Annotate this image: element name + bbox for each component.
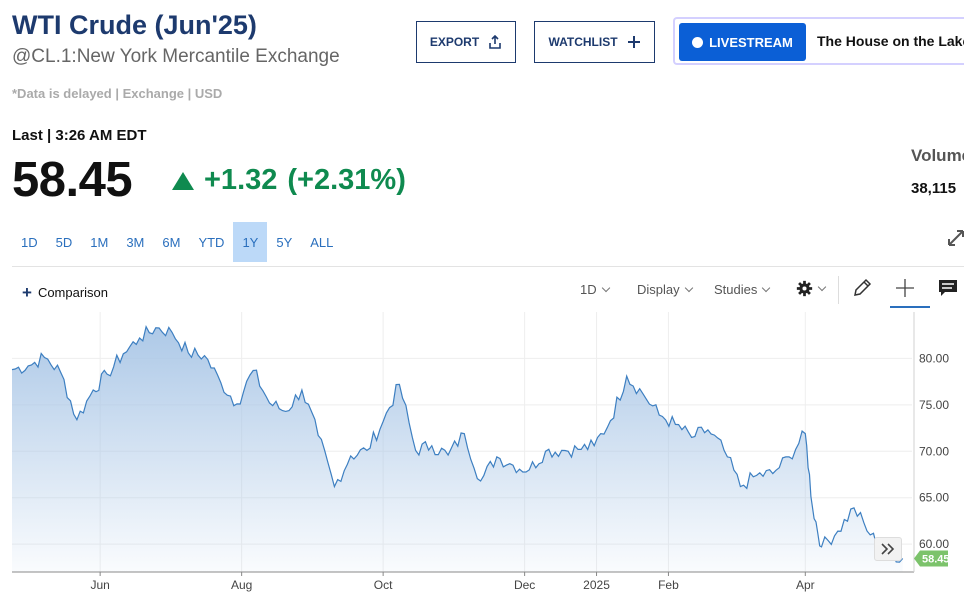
range-5d[interactable]: 5D xyxy=(55,234,73,250)
exchange-subtitle: @CL.1:New York Mercantile Exchange xyxy=(12,46,340,67)
price-change: +1.32 (+2.31%) xyxy=(172,164,406,197)
comment-icon[interactable] xyxy=(938,279,958,297)
expand-icon[interactable] xyxy=(947,229,964,247)
settings-dropdown[interactable] xyxy=(796,280,827,297)
change-percent: (+2.31%) xyxy=(287,164,406,196)
display-label: Display xyxy=(637,282,680,297)
livestream-banner[interactable]: LIVESTREAM The House on the Lake xyxy=(673,17,964,65)
time-range-selector: 1D 5D 1M 3M 6M YTD 1Y 5Y ALL xyxy=(12,222,342,262)
gear-icon xyxy=(796,280,813,297)
range-5y[interactable]: 5Y xyxy=(276,234,293,250)
y-tick-label: 65.00 xyxy=(919,491,949,505)
display-dropdown[interactable]: Display xyxy=(637,282,693,297)
crosshair-icon[interactable] xyxy=(895,278,915,298)
chevrons-right-icon xyxy=(881,543,895,555)
chevron-down-icon xyxy=(601,283,610,293)
range-6m[interactable]: 6M xyxy=(162,234,181,250)
range-3m[interactable]: 3M xyxy=(126,234,145,250)
triangle-up-icon xyxy=(172,171,194,190)
last-trade-label: Last | 3:26 AM EDT xyxy=(12,127,147,144)
chevron-down-icon xyxy=(817,282,827,292)
livestream-button[interactable]: LIVESTREAM xyxy=(679,23,806,61)
price-line xyxy=(11,325,904,563)
volume-label: Volume xyxy=(911,146,964,165)
interval-label: 1D xyxy=(580,282,597,297)
y-tick-label: 80.00 xyxy=(919,351,949,365)
y-tick-label: 60.00 xyxy=(919,537,949,551)
range-all[interactable]: ALL xyxy=(310,234,334,250)
studies-dropdown[interactable]: Studies xyxy=(714,282,771,297)
range-1d[interactable]: 1D xyxy=(21,234,38,250)
export-label: EXPORT xyxy=(429,35,480,49)
share-icon xyxy=(489,35,501,49)
last-price: 58.45 xyxy=(12,153,133,207)
live-dot-icon xyxy=(692,36,704,48)
price-area xyxy=(12,326,903,572)
y-tick-label: 70.00 xyxy=(919,444,949,458)
delayed-note: *Data is delayed | Exchange | USD xyxy=(12,86,223,101)
x-tick-label: Feb xyxy=(658,578,679,592)
export-button[interactable]: EXPORT xyxy=(416,21,516,63)
range-ytd[interactable]: YTD xyxy=(198,234,225,250)
watchlist-label: WATCHLIST xyxy=(548,35,618,49)
instrument-title: WTI Crude (Jun'25) xyxy=(12,10,257,40)
last-value-badge xyxy=(914,550,948,567)
livestream-label: LIVESTREAM xyxy=(709,34,793,50)
volume-value: 38,115 xyxy=(911,180,957,197)
range-1y[interactable]: 1Y xyxy=(233,222,268,262)
chart-toolbar-divider xyxy=(12,266,964,267)
x-tick-label: Oct xyxy=(374,578,393,592)
range-1m[interactable]: 1M xyxy=(90,234,109,250)
scroll-to-latest-button[interactable] xyxy=(874,537,902,561)
crosshair-active-indicator xyxy=(890,306,930,308)
x-tick-label: Dec xyxy=(514,578,535,592)
x-tick-label: Apr xyxy=(796,578,815,592)
comparison-button[interactable]: + Comparison xyxy=(22,284,108,301)
x-tick-label: Aug xyxy=(231,578,252,592)
pencil-icon[interactable] xyxy=(852,278,872,298)
change-value: +1.32 xyxy=(204,164,278,196)
plus-icon: + xyxy=(22,283,32,302)
livestream-show-title[interactable]: The House on the Lake xyxy=(817,33,964,49)
x-tick-label: Jun xyxy=(90,578,109,592)
comparison-label: Comparison xyxy=(37,285,109,300)
x-tick-label: 2025 xyxy=(583,578,610,592)
chevron-down-icon xyxy=(684,283,693,293)
last-value-label: 58.45 xyxy=(922,554,950,566)
y-tick-label: 75.00 xyxy=(919,398,949,412)
chevron-down-icon xyxy=(762,283,771,293)
plus-icon xyxy=(627,36,640,48)
watchlist-button[interactable]: WATCHLIST xyxy=(534,21,655,63)
studies-label: Studies xyxy=(714,282,758,297)
toolbar-separator xyxy=(838,276,839,304)
interval-dropdown[interactable]: 1D xyxy=(580,282,610,297)
